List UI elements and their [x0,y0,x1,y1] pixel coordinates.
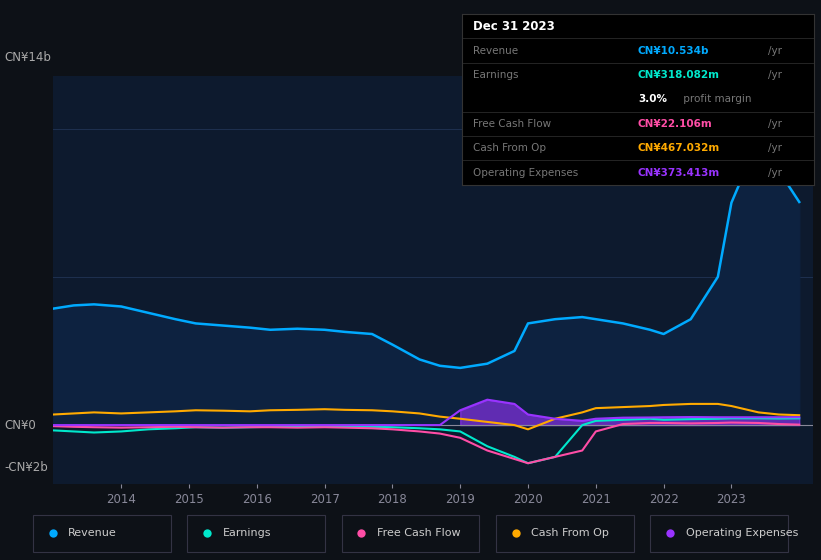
Text: profit margin: profit margin [680,95,751,104]
Text: Cash From Op: Cash From Op [531,529,609,538]
Text: CN¥14b: CN¥14b [4,52,51,64]
Text: Dec 31 2023: Dec 31 2023 [473,20,554,32]
Bar [650,515,788,552]
Text: Operating Expenses: Operating Expenses [473,167,578,178]
Text: CN¥373.413m: CN¥373.413m [638,167,720,178]
Bar [33,515,171,552]
Bar [496,515,634,552]
Text: Earnings: Earnings [222,529,271,538]
Text: Earnings: Earnings [473,70,518,80]
Text: Operating Expenses: Operating Expenses [686,529,798,538]
Text: Revenue: Revenue [473,45,518,55]
Text: /yr: /yr [768,45,782,55]
Text: Free Cash Flow: Free Cash Flow [377,529,461,538]
Text: /yr: /yr [768,70,782,80]
Text: Cash From Op: Cash From Op [473,143,546,153]
Text: Free Cash Flow: Free Cash Flow [473,119,551,129]
Bar [342,515,479,552]
Text: -CN¥2b: -CN¥2b [4,461,48,474]
Text: Revenue: Revenue [68,529,117,538]
Text: 3.0%: 3.0% [638,95,667,104]
Text: CN¥318.082m: CN¥318.082m [638,70,720,80]
Text: CN¥467.032m: CN¥467.032m [638,143,720,153]
Text: /yr: /yr [768,167,782,178]
Text: /yr: /yr [768,119,782,129]
Bar [187,515,325,552]
Text: CN¥10.534b: CN¥10.534b [638,45,709,55]
Text: CN¥0: CN¥0 [4,418,36,432]
Text: /yr: /yr [768,143,782,153]
Text: CN¥22.106m: CN¥22.106m [638,119,713,129]
